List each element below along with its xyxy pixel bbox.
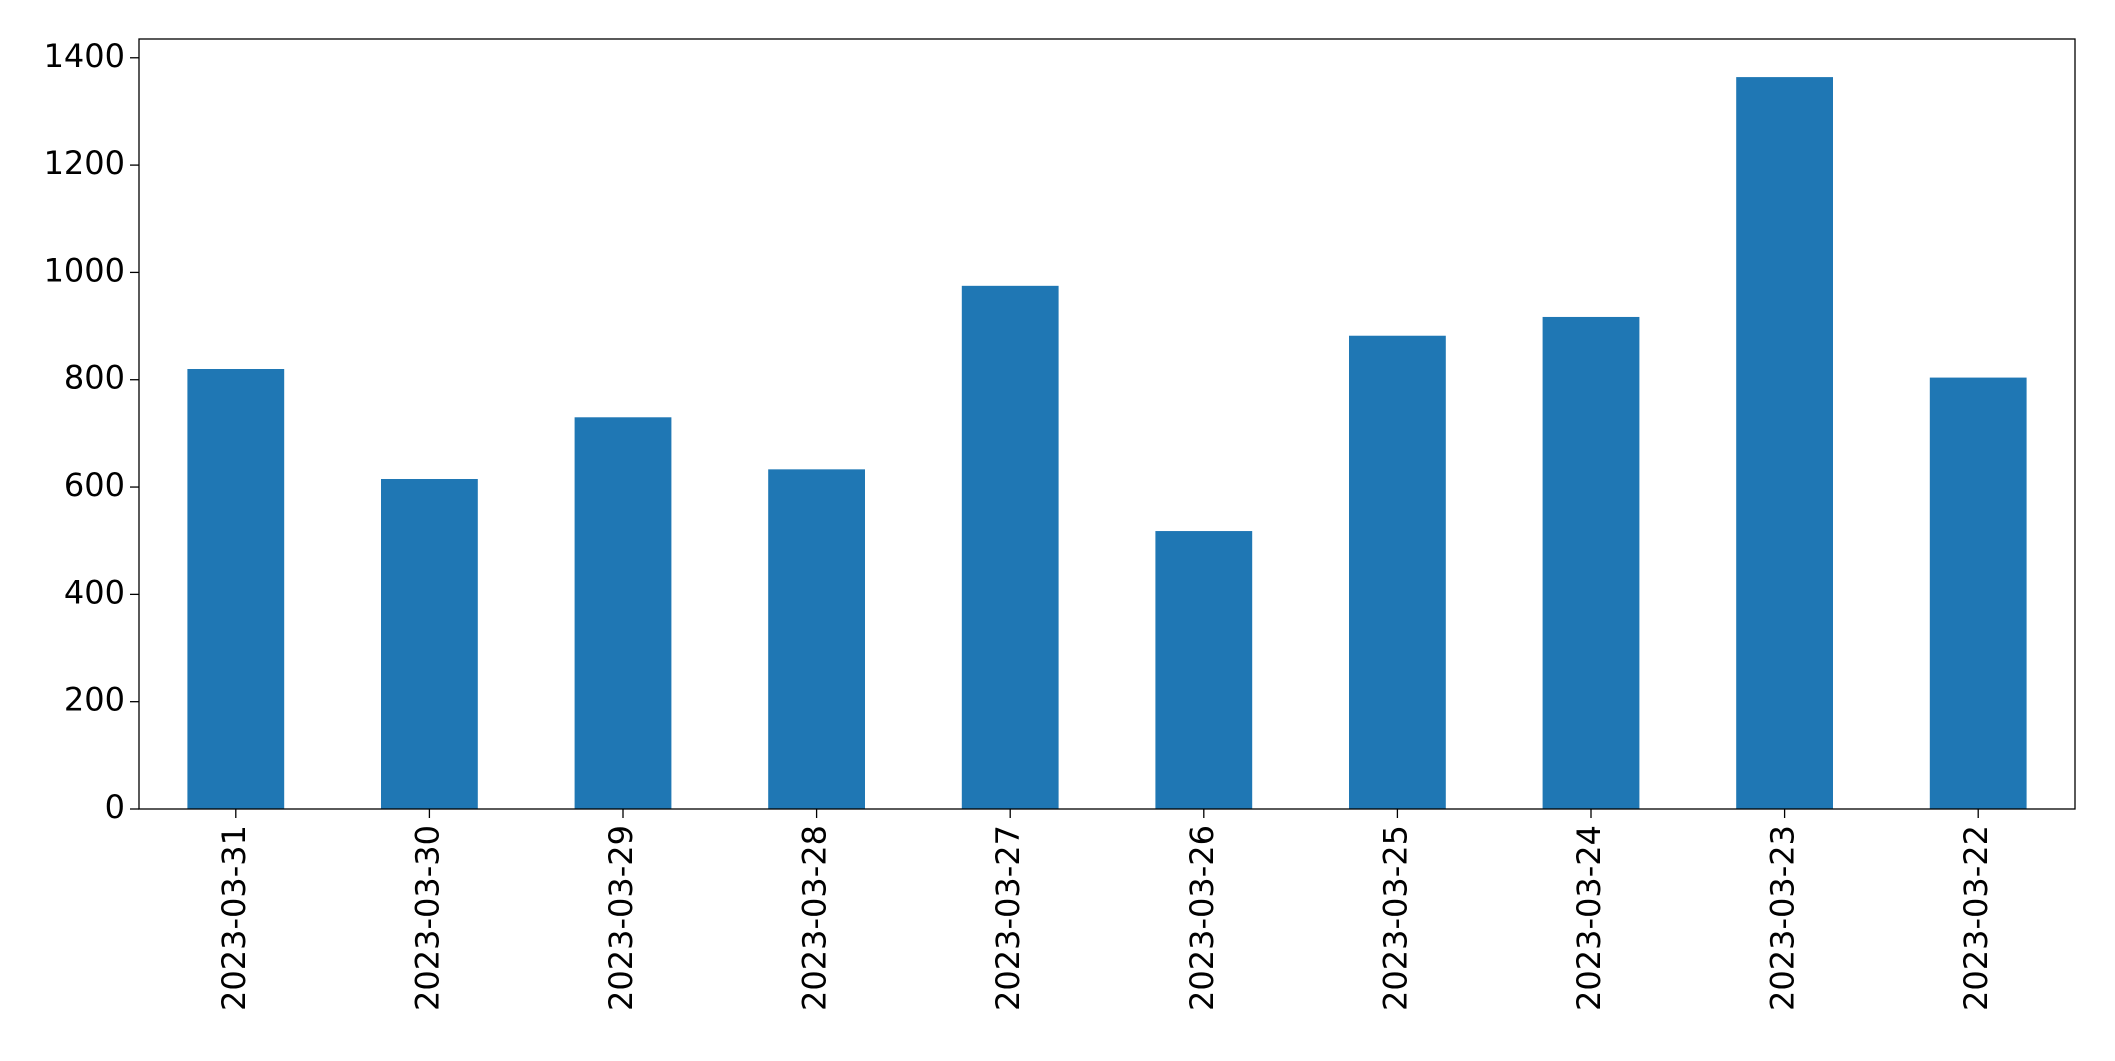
y-tick-label: 0: [105, 788, 125, 826]
bar: [768, 469, 865, 809]
bar: [381, 479, 478, 809]
bar: [1542, 316, 1640, 809]
x-tick-label: 2023-03-31: [215, 825, 253, 1011]
bar: [1349, 335, 1446, 809]
x-tick-label: 2023-03-28: [796, 825, 834, 1011]
plot-frame: [138, 38, 2076, 810]
x-tick-label: 2023-03-23: [1764, 825, 1802, 1011]
y-tick-label: 1000: [44, 251, 125, 289]
bar: [187, 369, 285, 809]
bar: [961, 285, 1059, 810]
y-tick-label: 200: [64, 681, 125, 719]
x-tick-label: 2023-03-25: [1376, 825, 1414, 1011]
x-tick-label: 2023-03-29: [602, 825, 640, 1011]
bar: [574, 417, 672, 809]
x-tick-label: 2023-03-22: [1957, 825, 1995, 1011]
bar: [1155, 531, 1253, 809]
y-tick-label: 800: [64, 359, 125, 397]
x-tick-label: 2023-03-30: [408, 825, 446, 1011]
bar: [1736, 77, 1833, 810]
x-tick-label: 2023-03-26: [1183, 825, 1221, 1011]
x-tick-label: 2023-03-24: [1570, 825, 1608, 1011]
y-tick-label: 400: [64, 573, 125, 611]
y-tick-label: 600: [64, 466, 125, 504]
y-tick-label: 1200: [44, 144, 125, 182]
x-tick-label: 2023-03-27: [989, 825, 1027, 1011]
bar: [1929, 377, 2027, 809]
y-tick-label: 1400: [44, 37, 125, 75]
